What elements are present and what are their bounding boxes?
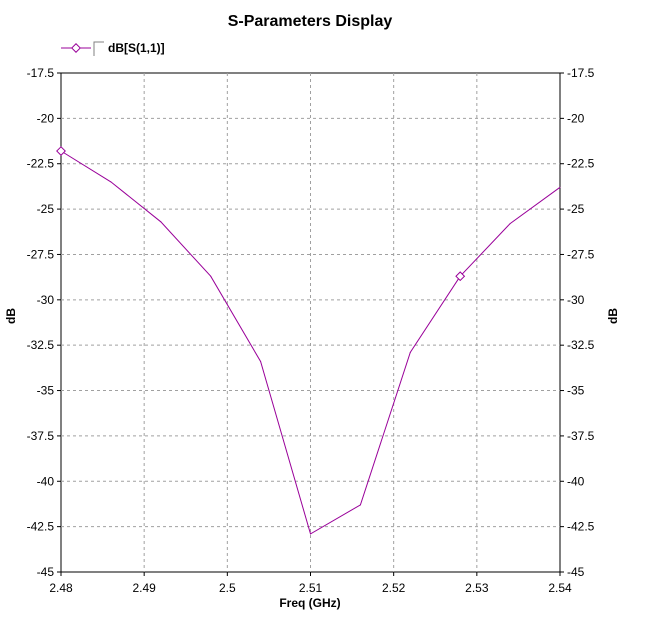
data-point <box>409 351 411 353</box>
y-tick-label-right: -35 <box>567 384 585 398</box>
y-tick-label-right: -22.5 <box>567 157 595 171</box>
data-point <box>110 181 112 183</box>
y-tick-label-left: -37.5 <box>27 429 55 443</box>
y-tick-label-right: -40 <box>567 474 585 488</box>
y-tick-label-left: -35 <box>37 384 55 398</box>
y-tick-label-right: -17.5 <box>567 66 595 80</box>
y-tick-label-right: -45 <box>567 565 585 579</box>
y-tick-label-left: -22.5 <box>27 157 55 171</box>
series-layer <box>56 146 561 535</box>
y-axis-label-right: dB <box>606 308 620 324</box>
data-point <box>509 223 511 225</box>
y-tick-label-right: -37.5 <box>567 429 595 443</box>
x-axis: 2.48 2.49 2.5 2.51 2.52 2.53 2.54 <box>49 572 572 595</box>
x-tick-label: 2.52 <box>382 581 406 595</box>
data-point-marker <box>56 146 66 156</box>
chart-title: S-Parameters Display <box>228 13 393 30</box>
y-tick-label-left: -25 <box>37 202 55 216</box>
data-point <box>160 221 162 223</box>
legend-series-label: dB[S(1,1)] <box>108 41 165 55</box>
x-tick-label: 2.5 <box>219 581 236 595</box>
y-tick-label-right: -42.5 <box>567 520 595 534</box>
x-tick-label: 2.51 <box>299 581 323 595</box>
y-tick-label-left: -32.5 <box>27 338 55 352</box>
y-tick-label-left: -42.5 <box>27 520 55 534</box>
data-point <box>260 361 262 363</box>
x-tick-label: 2.53 <box>465 581 489 595</box>
data-point <box>310 533 311 535</box>
data-point <box>359 504 361 506</box>
y-axis-label-left: dB <box>4 308 18 324</box>
y-tick-label-left: -27.5 <box>27 247 55 261</box>
grid-lines <box>61 73 560 572</box>
y-tick-label-right: -27.5 <box>567 247 595 261</box>
y-tick-label-right: -32.5 <box>567 338 595 352</box>
y-axis-left: -17.5 -20 -22.5 -25 -27.5 -30 -32.5 -35 -37.5 -40… <box>27 66 61 579</box>
x-tick-label: 2.54 <box>548 581 572 595</box>
y-tick-label-left: -45 <box>37 565 55 579</box>
y-tick-label-left: -30 <box>37 293 55 307</box>
data-point <box>559 186 561 188</box>
data-point-marker <box>455 271 466 282</box>
legend-bracket-icon <box>93 41 104 56</box>
y-tick-label-right: -20 <box>567 111 585 125</box>
y-tick-label-right: -25 <box>567 202 585 216</box>
legend: dB[S(1,1)] <box>61 41 165 56</box>
y-tick-label-left: -40 <box>37 474 55 488</box>
y-tick-label-left: -17.5 <box>27 66 55 80</box>
x-tick-label: 2.48 <box>49 581 73 595</box>
x-tick-label: 2.49 <box>132 581 156 595</box>
y-tick-label-left: -20 <box>37 111 55 125</box>
x-axis-label: Freq (GHz) <box>279 596 340 610</box>
y-tick-label-right: -30 <box>567 293 585 307</box>
y-axis-right: -17.5 -20 -22.5 -25 -27.5 -30 -32.5 -35 -37.5 -40… <box>560 66 595 579</box>
legend-series-marker <box>71 43 81 53</box>
data-point <box>210 275 212 277</box>
